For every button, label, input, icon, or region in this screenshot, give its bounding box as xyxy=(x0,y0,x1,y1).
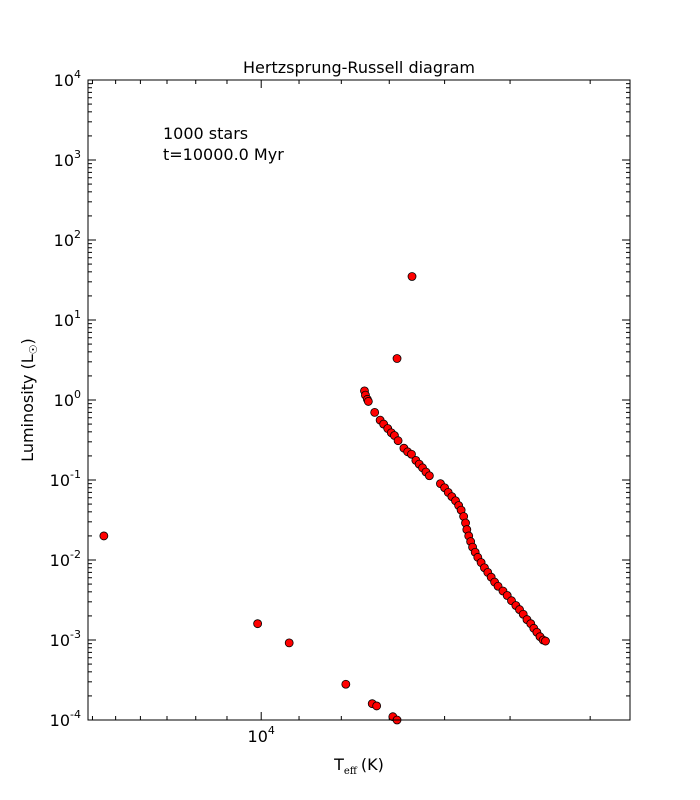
axis-ticks: 10-4 10-3 10-2 10-1 100 101 102 103 104 104 xyxy=(50,68,630,746)
x-axis-label: Teff (K) xyxy=(333,755,384,777)
y-tick-label: 102 xyxy=(54,228,81,250)
star-point xyxy=(407,272,417,281)
star-point xyxy=(363,397,373,406)
y-tick-label: 104 xyxy=(54,68,81,90)
plot-area xyxy=(88,80,630,720)
x-tick-label: 104 xyxy=(248,724,275,746)
y-axis-label-main: Luminosity (L xyxy=(18,354,37,462)
star-point xyxy=(424,471,434,481)
star-point xyxy=(284,638,294,648)
y-tick-label: 10-3 xyxy=(50,628,81,650)
y-tick-label: 10-4 xyxy=(50,708,81,730)
x-axis-label-main: T xyxy=(333,755,344,774)
star-point xyxy=(253,619,263,629)
plot-border xyxy=(87,79,631,721)
y-tick-label: 101 xyxy=(54,308,81,330)
star-point xyxy=(372,701,382,711)
y-axis-label: Luminosity (L☉) xyxy=(18,338,40,462)
chart-title: Hertzsprung-Russell diagram xyxy=(243,58,475,77)
star-point xyxy=(392,354,402,363)
star-point xyxy=(99,531,109,541)
scatter-markers xyxy=(99,272,550,725)
annotation-time: t=10000.0 Myr xyxy=(163,145,284,164)
y-tick-label: 100 xyxy=(54,388,81,410)
star-point xyxy=(407,449,416,459)
y-tick-label: 103 xyxy=(54,148,81,170)
star-point xyxy=(370,407,380,417)
y-tick-label: 10-1 xyxy=(50,468,81,490)
annotation-star-count: 1000 stars xyxy=(163,124,248,143)
x-axis-label-unit: (K) xyxy=(361,755,384,774)
star-point xyxy=(541,636,550,646)
y-axis-label-close: ) xyxy=(18,338,37,344)
star-point xyxy=(341,679,351,689)
star-point xyxy=(393,436,403,446)
y-tick-label: 10-2 xyxy=(50,548,81,570)
x-axis-label-sub: eff xyxy=(344,766,358,777)
y-axis-label-sun: ☉ xyxy=(27,344,40,354)
